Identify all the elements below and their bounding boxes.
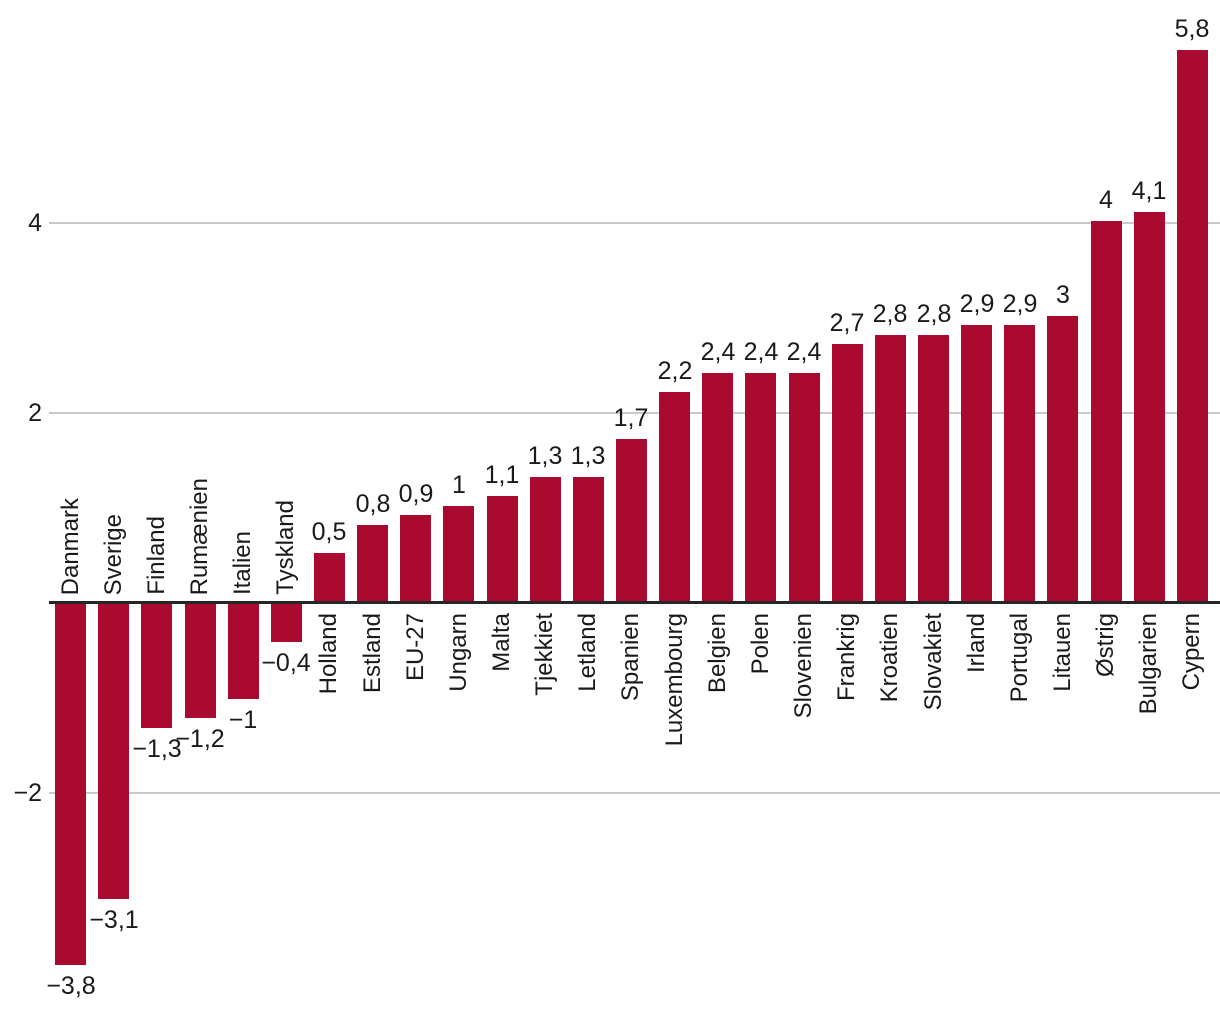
- value-label-estland: 0,8: [355, 490, 391, 518]
- bar-polen: [745, 373, 776, 601]
- value-label-finland: −1,3: [132, 735, 182, 763]
- category-label-estland: Estland: [359, 613, 386, 694]
- gridline-2: [49, 412, 1220, 414]
- value-label-danmark: −3,8: [46, 972, 96, 1000]
- bar-irland: [961, 325, 992, 601]
- category-label-slovakiet: Slovakiet: [920, 613, 947, 711]
- gridline-minus-2: [49, 792, 1220, 794]
- category-label-cypern: Cypern: [1178, 613, 1205, 691]
- category-label-litauen: Litauen: [1049, 613, 1076, 692]
- bar-tjekkiet: [530, 477, 561, 601]
- value-label-ungarn: 1: [452, 471, 466, 499]
- value-label-luxembourg: 2,2: [657, 357, 693, 385]
- bar-ungarn: [443, 506, 474, 601]
- bar-oestrig: [1091, 221, 1122, 601]
- value-label-rumaenien: −1,2: [175, 725, 225, 753]
- value-label-kroatien: 2,8: [872, 300, 908, 328]
- gridline-4: [49, 222, 1220, 224]
- bar-sverige: [98, 604, 129, 899]
- category-label-luxembourg: Luxembourg: [661, 613, 688, 747]
- category-label-finland: Finland: [143, 516, 170, 595]
- bar-belgien: [702, 373, 733, 601]
- value-label-sverige: −3,1: [89, 906, 139, 934]
- value-label-eu-27: 0,9: [398, 480, 434, 508]
- value-label-holland: 0,5: [311, 518, 347, 546]
- category-label-bulgarien: Bulgarien: [1135, 613, 1162, 715]
- bar-frankrig: [832, 344, 863, 601]
- category-label-holland: Holland: [315, 613, 342, 695]
- bar-italien: [228, 604, 259, 699]
- bar-eu-27: [400, 515, 431, 601]
- value-label-frankrig: 2,7: [829, 309, 865, 337]
- y-axis-tick-label: 4: [28, 209, 42, 237]
- value-label-italien: −1: [228, 706, 258, 734]
- bar-luxembourg: [659, 392, 690, 601]
- bar-portugal: [1004, 325, 1035, 601]
- value-label-irland: 2,9: [959, 290, 995, 318]
- category-label-sverige: Sverige: [100, 513, 127, 595]
- value-label-letland: 1,3: [570, 442, 606, 470]
- value-label-cypern: 5,8: [1174, 15, 1210, 43]
- value-label-slovenien: 2,4: [786, 338, 822, 366]
- bar-slovakiet: [918, 335, 949, 601]
- bar-holland: [314, 553, 345, 601]
- value-label-portugal: 2,9: [1002, 290, 1038, 318]
- value-label-litauen: 3: [1056, 281, 1070, 309]
- category-label-malta: Malta: [488, 613, 515, 672]
- category-label-kroatien: Kroatien: [876, 613, 903, 703]
- category-label-belgien: Belgien: [704, 613, 731, 694]
- category-label-frankrig: Frankrig: [833, 613, 860, 702]
- value-label-belgien: 2,4: [700, 338, 736, 366]
- y-axis-tick-label: 2: [28, 399, 42, 427]
- value-label-malta: 1,1: [484, 461, 520, 489]
- category-label-rumaenien: Rumænien: [186, 477, 213, 595]
- category-label-slovenien: Slovenien: [790, 613, 817, 719]
- bar-cypern: [1177, 50, 1208, 601]
- y-axis-tick-label: −2: [13, 779, 42, 807]
- category-label-tjekkiet: Tjekkiet: [531, 613, 558, 696]
- category-label-eu-27: EU-27: [402, 613, 429, 682]
- category-label-italien: Italien: [229, 530, 256, 595]
- bar-malta: [487, 496, 518, 601]
- category-label-portugal: Portugal: [1006, 613, 1033, 703]
- category-label-letland: Letland: [574, 613, 601, 692]
- category-label-spanien: Spanien: [617, 613, 644, 702]
- value-label-bulgarien: 4,1: [1131, 177, 1167, 205]
- bar-kroatien: [875, 335, 906, 601]
- bar-finland: [141, 604, 172, 728]
- x-axis-line: [49, 601, 1220, 604]
- value-label-tyskland: −0,4: [261, 649, 311, 677]
- bar-spanien: [616, 439, 647, 601]
- category-label-danmark: Danmark: [57, 497, 84, 595]
- category-label-irland: Irland: [963, 613, 990, 674]
- bar-litauen: [1047, 316, 1078, 601]
- bar-letland: [573, 477, 604, 601]
- bar-tyskland: [271, 604, 302, 642]
- bar-slovenien: [789, 373, 820, 601]
- bar-bulgarien: [1134, 212, 1165, 601]
- category-label-oestrig: Østrig: [1092, 613, 1119, 678]
- value-label-oestrig: 4: [1099, 186, 1113, 214]
- bar-estland: [357, 525, 388, 601]
- bar-rumaenien: [185, 604, 216, 718]
- value-label-polen: 2,4: [743, 338, 779, 366]
- value-label-slovakiet: 2,8: [916, 300, 952, 328]
- value-label-tjekkiet: 1,3: [527, 442, 563, 470]
- category-label-ungarn: Ungarn: [445, 613, 472, 692]
- category-label-tyskland: Tyskland: [272, 500, 299, 595]
- bar-danmark: [55, 604, 86, 965]
- value-label-spanien: 1,7: [613, 404, 649, 432]
- category-label-polen: Polen: [747, 613, 774, 675]
